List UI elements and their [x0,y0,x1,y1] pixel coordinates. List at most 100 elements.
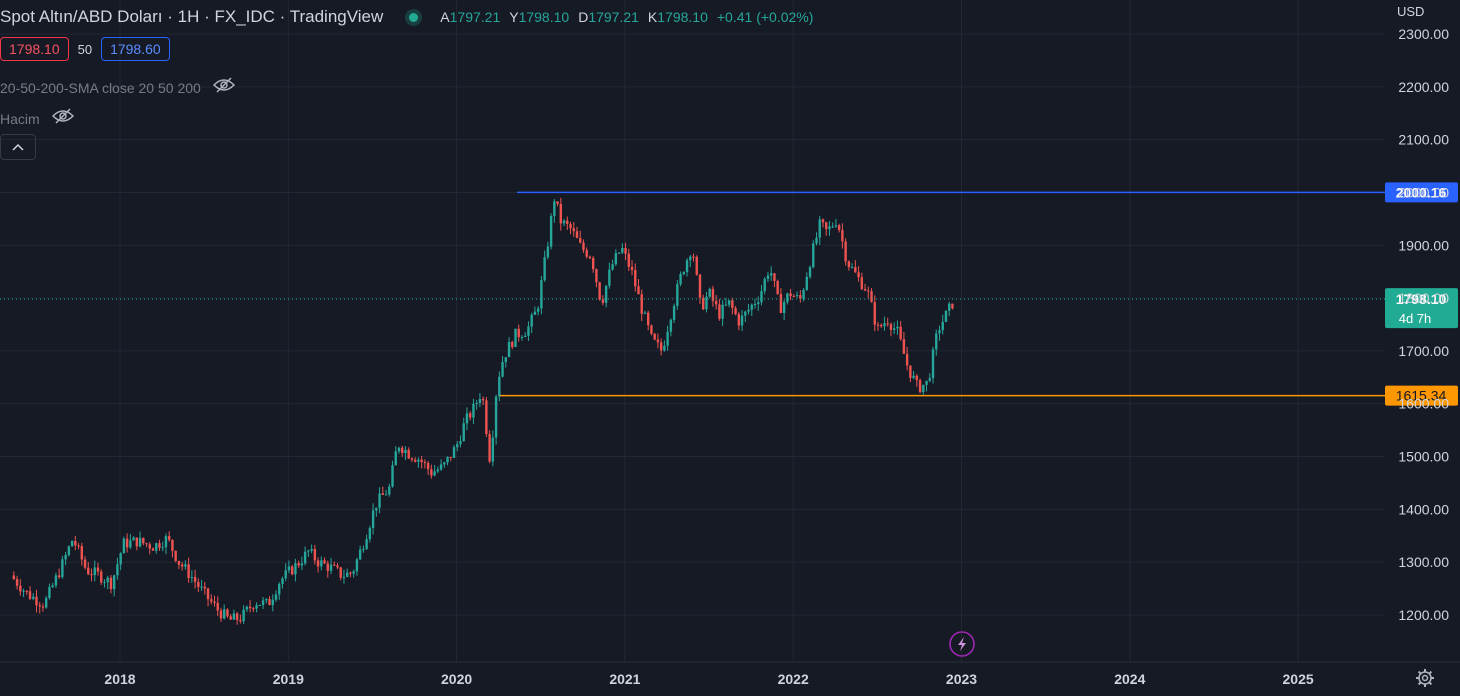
candle-body [407,449,410,459]
candle-body [925,380,928,385]
price-tick-label: 1200.00 [1398,607,1449,623]
candle-body [468,413,472,418]
candle-body [57,575,61,578]
candle-body [640,294,643,314]
candle-body [562,220,566,224]
time-tick-label: 2020 [441,671,472,687]
candle-body [844,241,847,262]
candle-body [549,215,553,247]
sell-button[interactable]: 1798.10 [0,37,69,61]
candle-body [25,590,28,592]
candle-body [274,594,278,600]
indicator-sma-label: 20-50-200-SMA close 20 50 200 [0,79,201,96]
candle-body [38,605,41,607]
candle-body [478,398,482,403]
candle-body [928,378,931,381]
candle-body [436,469,440,472]
candle-body [553,201,556,216]
currency-label[interactable]: USD [1397,4,1425,19]
candle-body [504,357,507,363]
candle-body [333,564,336,566]
candle-body [239,619,242,622]
collapse-legend-button[interactable] [0,134,36,160]
candle-body [138,537,142,547]
candle-body [705,296,708,310]
candle-body [404,449,407,454]
candle-body [342,576,346,578]
candle-body [281,578,284,584]
time-tick-label: 2019 [273,671,304,687]
candle-body [145,543,148,545]
candle-body [527,326,530,336]
candle-body [912,375,915,378]
lightning-icon[interactable] [949,631,975,657]
candle-body [834,225,838,227]
candle-body [358,549,362,560]
candle-body [252,608,255,610]
bar-countdown-label: 4d 7h [1399,311,1432,326]
support-price-tag [1385,385,1458,406]
indicator-sma[interactable]: 20-50-200-SMA close 20 50 200 [0,77,235,98]
candle-body [860,277,864,290]
indicator-volume[interactable]: Hacim [0,108,74,129]
time-tick-label: 2025 [1283,671,1314,687]
candle-body [886,323,889,325]
candle-body [737,314,741,326]
eye-crossed-icon[interactable] [212,77,235,98]
candle-body [825,222,828,230]
candle-body [624,248,627,254]
candle-body [187,564,190,578]
candle-body [245,606,249,610]
candle-body [64,554,67,560]
candle-body [142,537,145,544]
candle-body [734,308,737,315]
candle-body [446,456,449,463]
candle-body [766,275,770,280]
candle-body [410,458,414,460]
candle-body [501,362,504,377]
candle-body [582,242,585,251]
candle-body [634,269,637,287]
candle-body [579,237,582,243]
candle-body [268,599,271,606]
price-tick-label: 2200.00 [1398,79,1449,95]
candle-body [180,564,184,567]
candle-body [80,546,84,560]
candle-body [533,311,537,315]
candle-body [899,326,902,340]
candle-body [566,220,569,224]
candle-body [831,226,834,228]
candle-body [426,462,430,470]
candle-body [303,551,307,564]
candle-body [808,267,812,277]
eye-crossed-icon[interactable] [51,108,74,129]
symbol-title[interactable]: Spot Altın/ABD Doları · 1H · FX_IDC · Tr… [0,7,384,26]
candle-body [339,567,342,578]
candle-body [90,574,93,576]
candle-body [653,333,656,340]
candle-body [362,549,365,551]
candle-body [375,507,378,511]
candle-body [258,604,262,606]
candle-body [323,560,326,564]
candle-body [656,339,660,343]
price-tick-label: 2300.00 [1398,26,1449,42]
candle-body [401,447,404,454]
candle-body [148,544,151,549]
candle-body [776,280,779,294]
gear-icon[interactable] [1415,668,1435,693]
candle-body [329,564,333,571]
price-tick-label: 1800.00 [1398,290,1449,306]
candle-body [815,237,818,244]
candle-body [863,289,867,291]
candle-body [896,326,899,329]
candle-body [449,456,452,458]
candle-body [158,543,161,548]
horizontal-lines[interactable]: 2000.16 1615.34 1798.10 4d 7h [0,182,1458,406]
candle-body [948,303,951,311]
candle-body [213,601,216,603]
candle-body [799,295,802,299]
buy-button[interactable]: 1798.60 [101,37,170,61]
candle-body [167,536,171,540]
